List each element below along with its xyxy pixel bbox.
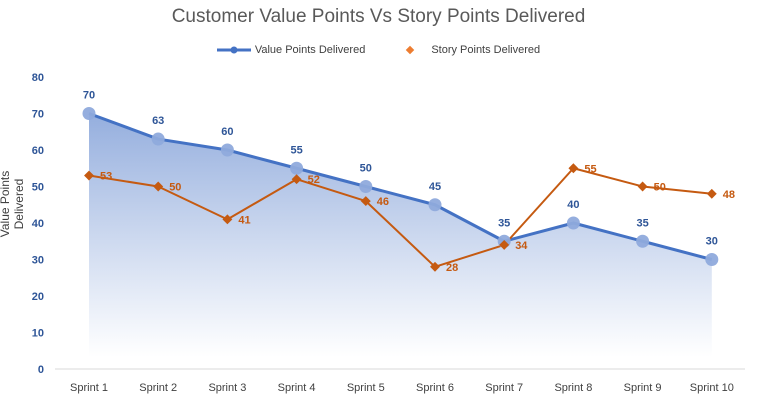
data-label-value-points: 60	[221, 126, 233, 138]
y-tick-label: 60	[32, 145, 44, 157]
x-tick-label: Sprint 3	[208, 382, 246, 394]
x-tick-label: Sprint 9	[624, 382, 662, 394]
x-tick-label: Sprint 4	[278, 382, 316, 394]
x-tick-label: Sprint 5	[347, 382, 385, 394]
legend-diamond-icon	[406, 45, 415, 55]
legend-item-value-points: Value Points Delivered	[216, 44, 366, 56]
y-tick-label: 20	[32, 291, 44, 303]
data-point-value-points	[705, 253, 719, 266]
data-label-story-points: 46	[377, 196, 389, 208]
legend-item-story-points: Story Points Delivered	[393, 44, 540, 56]
series-line-value-points	[88, 112, 713, 261]
chart-title: Customer Value Points Vs Story Points De…	[171, 6, 586, 27]
legend: Value Points Delivered Story Points Deli…	[0, 44, 757, 56]
data-point-value-points	[82, 107, 96, 120]
y-tick-label: 0	[38, 364, 44, 376]
data-label-value-points: 45	[429, 181, 441, 193]
legend-label-value-points: Value Points Delivered	[254, 44, 366, 56]
data-point-story-points	[637, 181, 648, 192]
data-label-value-points: 35	[636, 217, 648, 229]
y-tick-label: 30	[32, 255, 44, 267]
data-label-story-points: 53	[100, 171, 112, 183]
data-point-value-points	[220, 143, 234, 157]
data-label-value-points: 40	[567, 199, 579, 211]
data-point-value-points	[290, 161, 304, 175]
y-tick-label: 80	[32, 72, 44, 84]
data-label-story-points: 41	[238, 214, 250, 226]
y-tick-label: 40	[32, 218, 44, 230]
series-line-story-points	[88, 167, 712, 268]
data-point-value-points	[428, 198, 442, 212]
x-tick-label: Sprint 7	[485, 382, 523, 394]
data-label-story-points: 48	[723, 189, 735, 201]
data-label-story-points: 28	[446, 262, 458, 274]
data-label-story-points: 50	[169, 182, 181, 194]
data-label-value-points: 35	[498, 217, 510, 229]
data-label-story-points: 34	[515, 240, 528, 252]
x-tick-label: Sprint 10	[690, 382, 734, 394]
data-label-story-points: 50	[654, 182, 666, 194]
data-point-value-points	[636, 234, 650, 248]
data-point-story-points	[499, 239, 510, 250]
data-label-story-points: 55	[584, 163, 596, 175]
data-label-value-points: 50	[360, 163, 372, 175]
data-point-story-points	[84, 170, 94, 181]
y-tick-label: 50	[32, 182, 44, 194]
data-point-value-points	[566, 216, 580, 230]
y-tick-label: 70	[32, 109, 44, 121]
data-label-value-points: 70	[83, 90, 95, 102]
x-tick-label: Sprint 2	[139, 382, 177, 394]
data-point-story-points	[568, 163, 579, 174]
data-label-value-points: 63	[152, 115, 164, 127]
data-point-story-points	[222, 214, 233, 225]
data-point-story-points	[706, 188, 717, 199]
data-point-story-points	[360, 196, 371, 207]
data-label-value-points: 55	[290, 144, 302, 156]
x-tick-label: Sprint 6	[416, 382, 454, 394]
data-point-story-points	[291, 174, 302, 185]
legend-line-circle-icon	[216, 46, 251, 54]
data-point-story-points	[153, 181, 164, 192]
y-tick-label: 10	[32, 328, 44, 340]
data-label-value-points: 30	[706, 236, 718, 248]
data-point-story-points	[430, 261, 440, 272]
data-point-value-points	[151, 132, 165, 146]
data-label-story-points: 52	[308, 174, 320, 186]
x-tick-label: Sprint 1	[70, 382, 108, 394]
x-tick-label: Sprint 8	[554, 382, 592, 394]
legend-label-story-points: Story Points Delivered	[431, 44, 541, 56]
data-point-value-points	[359, 180, 373, 193]
